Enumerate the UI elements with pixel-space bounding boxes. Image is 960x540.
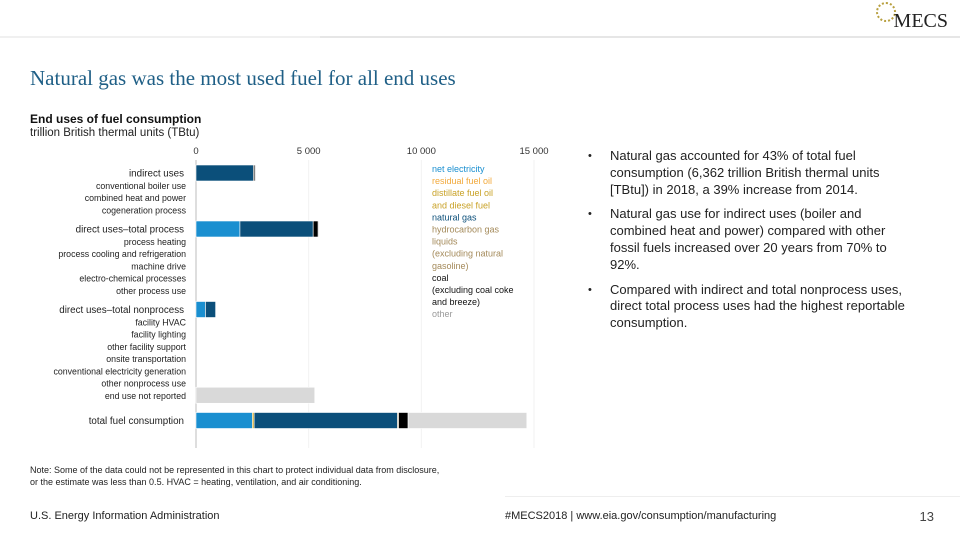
category-label: total fuel consumption bbox=[89, 416, 184, 427]
x-tick-label: 15 000 bbox=[519, 146, 548, 157]
legend-label: hydrocarbon gas bbox=[432, 225, 500, 235]
legend-label: natural gas bbox=[432, 212, 477, 222]
gear-sun-icon bbox=[876, 2, 896, 22]
category-label: other nonprocess use bbox=[101, 379, 186, 389]
bar-segment bbox=[239, 220, 314, 238]
legend-label: distillate fuel oil bbox=[432, 188, 493, 198]
legend-label: other bbox=[432, 309, 453, 319]
note-line: Note: Some of the data could not be repr… bbox=[30, 465, 440, 475]
category-label: machine drive bbox=[131, 261, 186, 271]
bar-segment bbox=[312, 220, 319, 238]
x-tick-label: 10 000 bbox=[407, 146, 436, 157]
footer-rule bbox=[505, 496, 960, 497]
legend-label: and breeze) bbox=[432, 297, 480, 307]
footer-link[interactable]: #MECS2018 | www.eia.gov/consumption/manu… bbox=[505, 510, 777, 522]
category-label: process heating bbox=[124, 237, 186, 247]
footer-agency: U.S. Energy Information Administration bbox=[30, 510, 220, 522]
slide-title: Natural gas was the most used fuel for a… bbox=[30, 66, 456, 90]
bar-segment bbox=[317, 220, 320, 238]
bullet-item: Natural gas use for indirect uses (boile… bbox=[588, 206, 918, 273]
chart-note: Note: Some of the data could not be repr… bbox=[30, 464, 550, 488]
legend-label: coal bbox=[432, 273, 449, 283]
bar-segment bbox=[195, 301, 206, 318]
header-rule bbox=[0, 36, 960, 38]
category-label: other process use bbox=[116, 286, 186, 296]
x-tick-label: 0 bbox=[193, 146, 198, 157]
bar-segment bbox=[195, 164, 254, 182]
chart-title: End uses of fuel consumption bbox=[30, 112, 202, 126]
bar-segment bbox=[195, 386, 316, 404]
category-label: combined heat and power bbox=[85, 193, 186, 203]
bar-segment bbox=[195, 220, 241, 238]
bar-segment bbox=[205, 301, 216, 318]
legend-label: and diesel fuel bbox=[432, 200, 490, 210]
category-label: process cooling and refrigeration bbox=[58, 249, 186, 259]
mecs-logo: MECS bbox=[893, 10, 948, 32]
bar-segment bbox=[254, 164, 257, 182]
category-label: direct uses–total nonprocess bbox=[59, 305, 184, 316]
bar-segment bbox=[195, 412, 253, 429]
bar-segment bbox=[407, 412, 528, 429]
legend-label: (excluding natural bbox=[432, 249, 503, 259]
bullet-item: Natural gas accounted for 43% of total f… bbox=[588, 148, 918, 198]
bar-segment bbox=[253, 412, 398, 429]
category-label: onsite transportation bbox=[106, 354, 186, 364]
category-label: conventional electricity generation bbox=[53, 366, 186, 376]
legend-label: residual fuel oil bbox=[432, 176, 492, 186]
bar-segment bbox=[398, 412, 409, 429]
header-rule-accent bbox=[0, 36, 320, 38]
legend-label: liquids bbox=[432, 237, 458, 247]
legend-label: (excluding coal coke bbox=[432, 285, 514, 295]
category-label: facility HVAC bbox=[135, 317, 186, 327]
page-number: 13 bbox=[919, 509, 934, 524]
category-label: facility lighting bbox=[131, 330, 186, 340]
category-label: other facility support bbox=[107, 342, 186, 352]
key-findings-list: Natural gas accounted for 43% of total f… bbox=[588, 148, 918, 340]
category-label: end use not reported bbox=[105, 391, 186, 401]
category-label: indirect uses bbox=[129, 169, 184, 180]
legend-label: gasoline) bbox=[432, 261, 469, 271]
category-label: electro-chemical processes bbox=[79, 274, 186, 284]
note-line: or the estimate was less than 0.5. HVAC … bbox=[30, 477, 362, 487]
chart-subtitle: trillion British thermal units (TBtu) bbox=[30, 127, 200, 139]
bullet-item: Compared with indirect and total nonproc… bbox=[588, 282, 918, 332]
category-label: cogeneration process bbox=[102, 205, 187, 215]
category-label: conventional boiler use bbox=[96, 181, 186, 191]
x-tick-label: 5 000 bbox=[297, 146, 321, 157]
legend-label: net electricity bbox=[432, 164, 485, 174]
category-label: direct uses–total process bbox=[76, 225, 184, 236]
